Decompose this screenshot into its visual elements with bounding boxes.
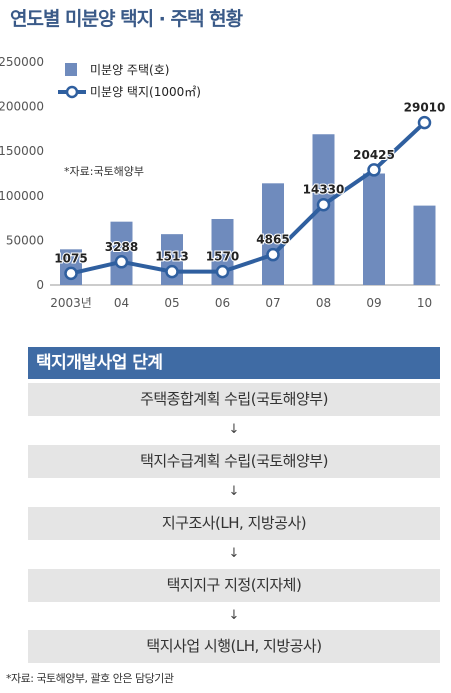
y-tick-label: 0: [36, 278, 44, 292]
x-tick-label: 2003년: [50, 296, 92, 310]
chart-source-note: *자료:국토해양부: [64, 164, 144, 178]
legend-bar-label: 미분양 주택(호): [90, 63, 169, 77]
bar: [413, 205, 436, 285]
step-arrow-1: ↓: [228, 422, 240, 437]
legend-bar-swatch: [65, 63, 77, 76]
line-data-label: 4865: [256, 233, 289, 247]
line-point: [367, 163, 381, 177]
step-arrow-2: ↓: [228, 484, 240, 499]
step-2: 택지수급계획 수립(국토해양부): [28, 445, 440, 478]
step-1: 주택종합계획 수립(국토해양부): [28, 383, 440, 416]
y-tick-label: 150000: [0, 144, 44, 158]
line-series: 1075 3288 1513 1570 4865 14330 20425 29010: [53, 100, 446, 281]
legend-line-marker: [65, 85, 79, 99]
footnote: *자료: 국토해양부, 괄호 안은 담당기관: [6, 672, 174, 685]
bar: [363, 173, 385, 285]
line-data-label: 1513: [155, 250, 188, 264]
line-point: [417, 115, 432, 130]
line-path: [70, 121, 426, 276]
line-data-label: 20425: [353, 148, 395, 162]
line-point: [316, 197, 331, 212]
step-arrow-4: ↓: [228, 608, 240, 623]
x-axis: 2003년 04 05 06 07 08 09 10: [50, 296, 432, 310]
line-data-label: 1075: [54, 251, 87, 265]
line-point: [215, 264, 230, 279]
chart-title: 연도별 미분양 택지 · 주택 현황: [10, 8, 243, 30]
legend: 미분양 주택(호) 미분양 택지(1000㎡): [58, 63, 201, 99]
line-point: [64, 266, 78, 281]
y-tick-label: 250000: [0, 55, 44, 69]
y-tick-label: 100000: [0, 189, 44, 203]
x-tick-label: 06: [215, 296, 230, 310]
y-tick-label: 50000: [6, 233, 44, 247]
y-tick-label: 200000: [0, 100, 44, 114]
step-3: 지구조사(LH, 지방공사): [28, 507, 440, 540]
x-tick-label: 08: [316, 296, 331, 310]
line-point: [266, 247, 280, 262]
bar: [262, 183, 284, 285]
step-5: 택지사업 시행(LH, 지방공사): [28, 630, 440, 663]
line-data-label: 29010: [404, 101, 446, 115]
x-tick-label: 04: [114, 296, 129, 310]
x-tick-label: 10: [417, 296, 432, 310]
x-tick-label: 09: [366, 296, 381, 310]
line-data-label: 3288: [105, 240, 138, 254]
legend-line-label: 미분양 택지(1000㎡): [90, 85, 201, 99]
bar: [110, 221, 133, 285]
line-data-label: 14330: [303, 183, 345, 197]
step-arrow-3: ↓: [228, 546, 240, 561]
line-point: [114, 255, 129, 269]
line-data-label: 1570: [206, 250, 239, 264]
x-tick-label: 07: [265, 296, 280, 310]
x-tick-label: 05: [164, 296, 179, 310]
step-4: 택지지구 지정(지자체): [28, 569, 440, 602]
line-point: [165, 264, 179, 279]
steps-header: 택지개발사업 단계: [28, 347, 440, 379]
